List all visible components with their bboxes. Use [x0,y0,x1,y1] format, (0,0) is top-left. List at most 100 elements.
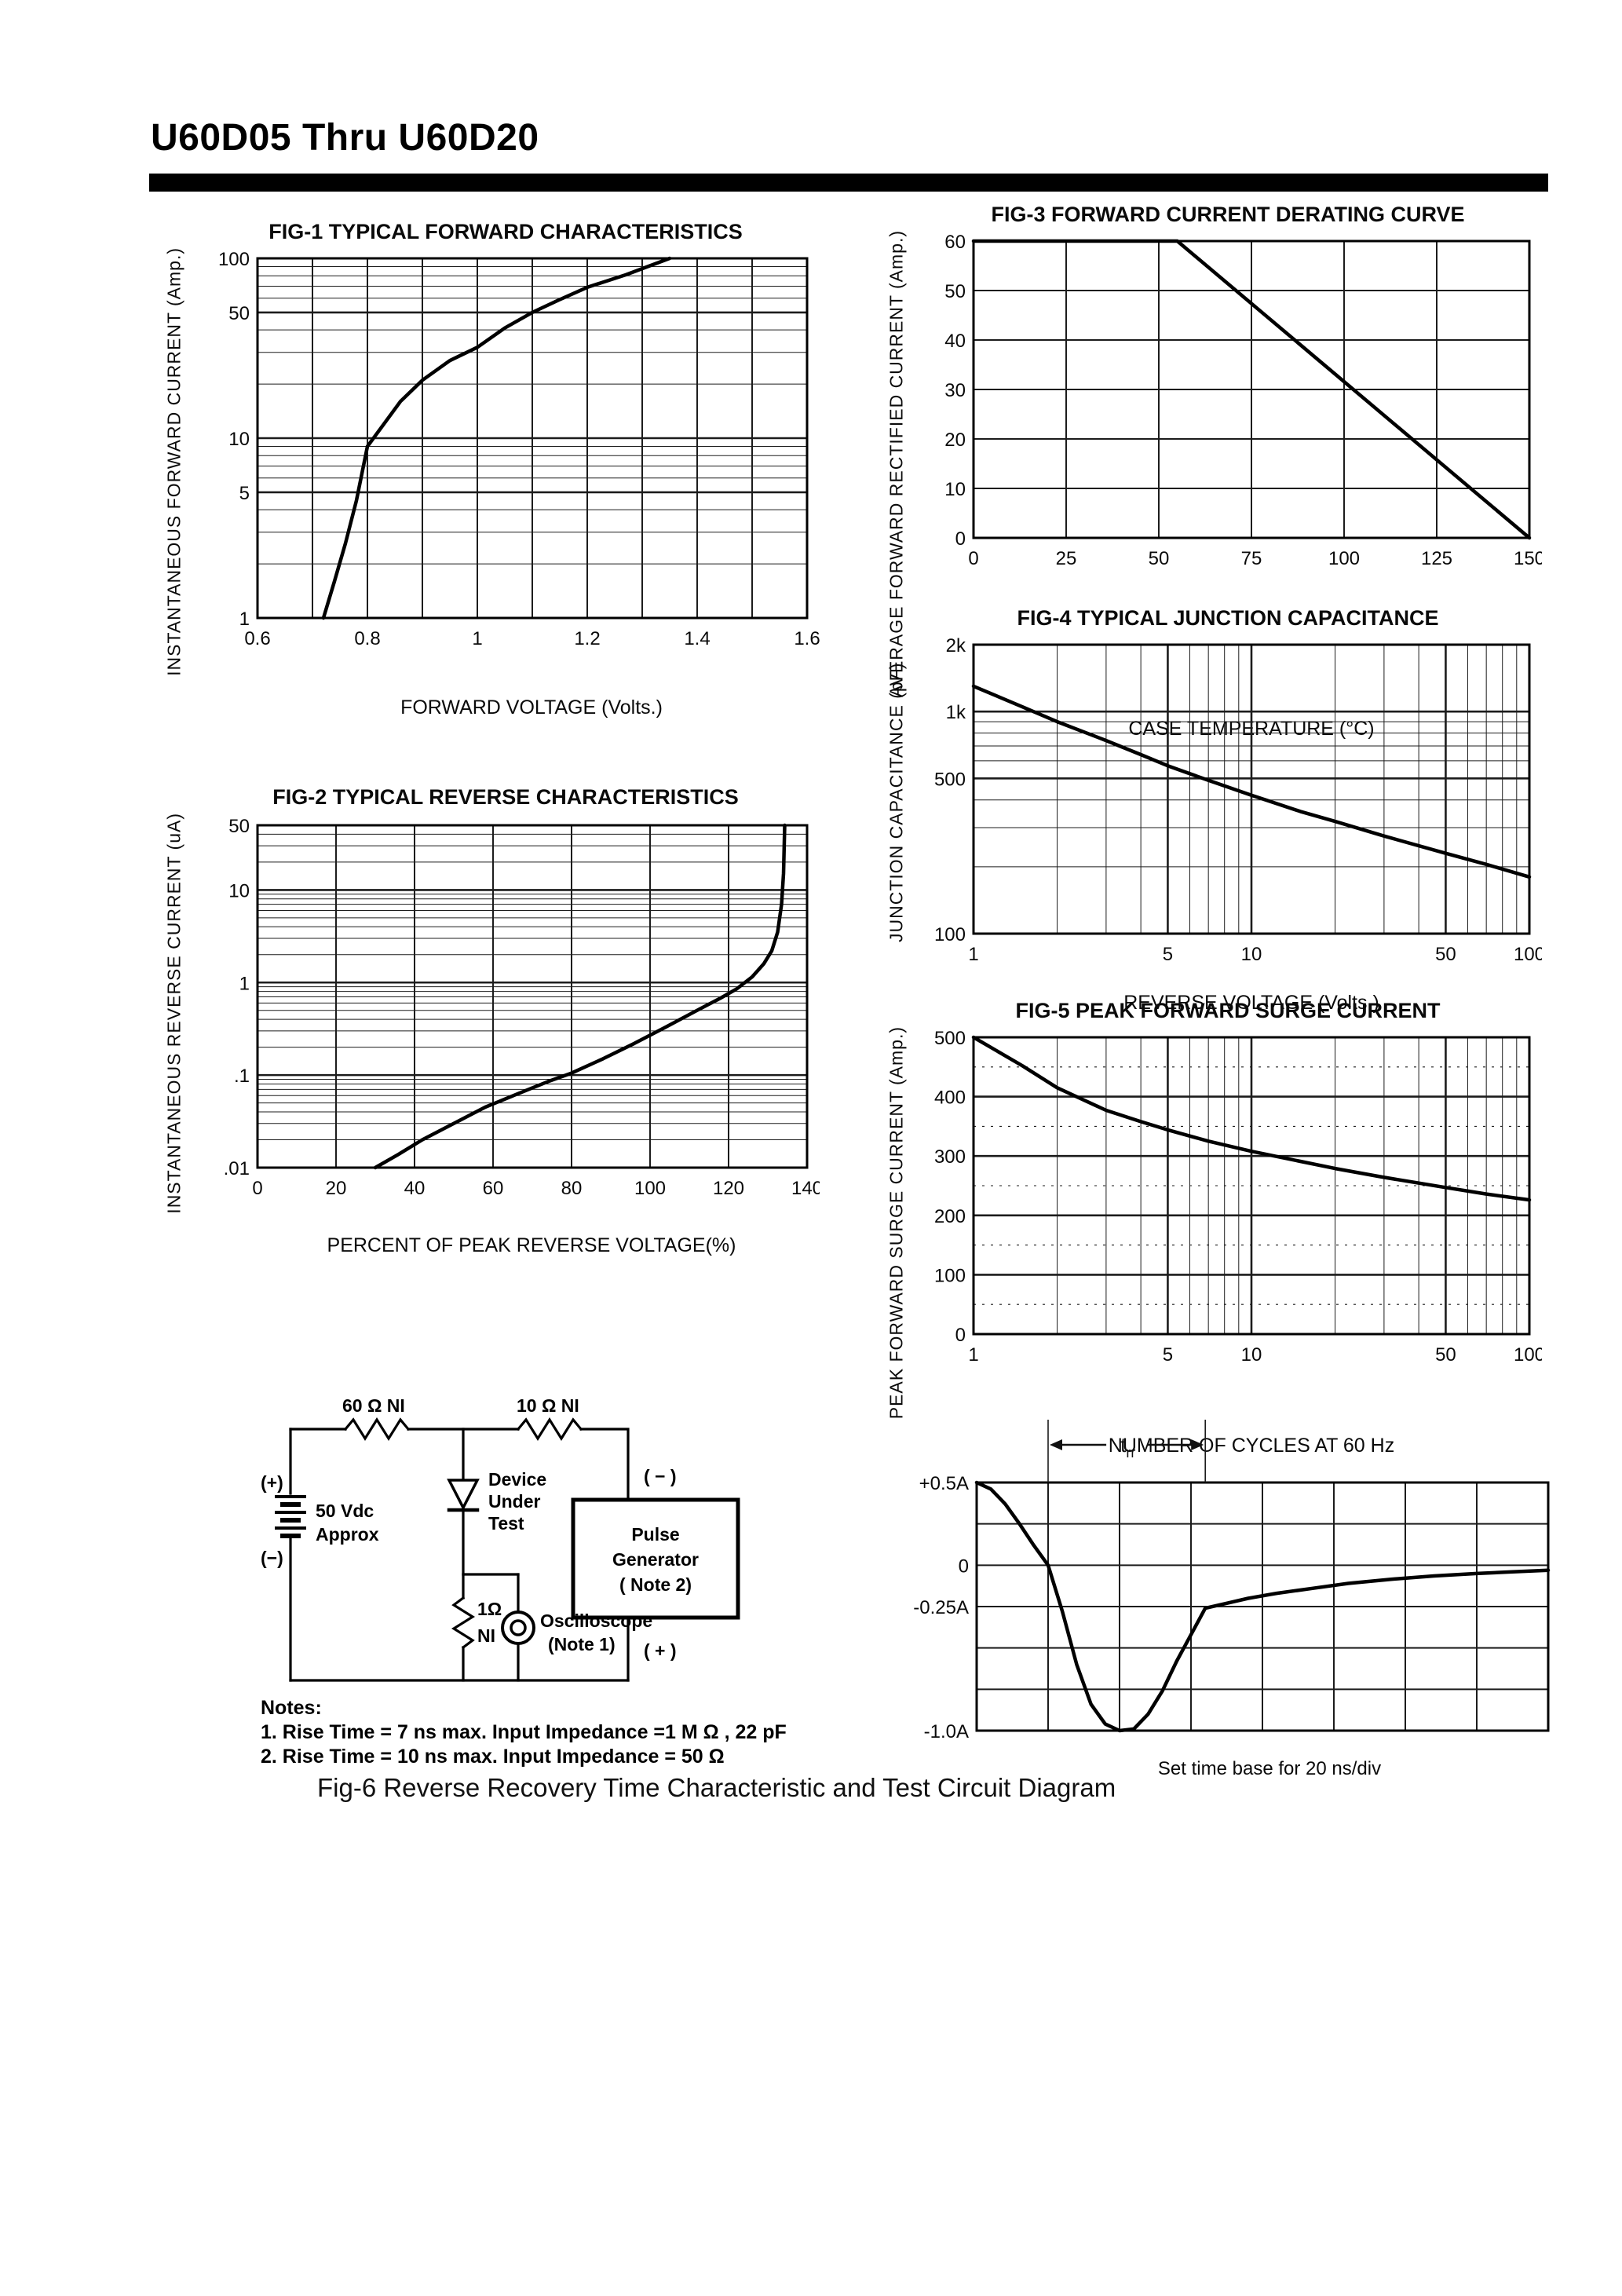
resistor-60ohm-label: 60 Ω NI [342,1398,405,1416]
fig5-y-axis-title: PEAK FORWARD SURGE CURRENT (Amp.) [886,1026,907,1420]
svg-text:50: 50 [228,303,250,324]
svg-text:300: 300 [934,1146,966,1168]
dut-label-1: Device [488,1469,546,1490]
fig4-block: FIG-4 TYPICAL JUNCTION CAPACITANCE JUNCT… [879,606,1543,1015]
fig2-block: FIG-2 TYPICAL REVERSE CHARACTERISTICS IN… [157,785,820,1257]
fig1-title: FIG-1 TYPICAL FORWARD CHARACTERISTICS [269,220,743,243]
svg-text:0: 0 [968,548,978,569]
fig6-caption: Fig-6 Reverse Recovery Time Characterist… [317,1773,1116,1802]
svg-text:+0.5A: +0.5A [919,1473,969,1494]
svg-text:500: 500 [934,769,966,790]
svg-text:75: 75 [1241,548,1262,569]
svg-text:50: 50 [1435,944,1456,965]
oscilloscope-icon [501,1610,535,1645]
svg-text:100: 100 [1514,944,1542,965]
svg-text:10: 10 [1241,944,1262,965]
svg-text:50: 50 [1435,1344,1456,1366]
fig3-title: FIG-3 FORWARD CURRENT DERATING CURVE [991,203,1465,226]
svg-text:1k: 1k [946,702,966,723]
fig2-plot: 0 20 40 60 80 100 120 140 50 10 1 .1 .01 [224,816,820,1199]
fig2-title: FIG-2 TYPICAL REVERSE CHARACTERISTICS [272,785,739,809]
notes-line-1: 1. Rise Time = 7 ns max. Input Impedance… [261,1721,787,1743]
svg-text:50: 50 [1149,548,1170,569]
resistor-1ohm-label-1: 1Ω [477,1599,502,1619]
svg-text:5: 5 [239,483,250,504]
svg-text:100: 100 [634,1178,666,1199]
svg-text:0: 0 [955,528,966,550]
oscilloscope-label-1: Oscilloscope [540,1610,652,1631]
svg-text:150: 150 [1514,548,1542,569]
svg-text:20: 20 [944,430,966,451]
svg-text:5: 5 [1163,944,1173,965]
fig4-y-axis-title: JUNCTION CAPACITANCE (pF) [886,662,907,943]
svg-text:5: 5 [1163,1344,1173,1366]
battery-voltage-label-1: 50 Vdc [316,1501,374,1521]
svg-text:100: 100 [1328,548,1360,569]
svg-text:.1: .1 [234,1066,250,1087]
svg-text:400: 400 [934,1088,966,1109]
svg-text:80: 80 [561,1178,583,1199]
resistor-1ohm-label-2: NI [477,1625,495,1646]
page-title: U60D05 Thru U60D20 [151,117,539,159]
svg-text:100: 100 [934,924,966,945]
svg-text:1: 1 [968,944,978,965]
dut-label-2: Under [488,1491,541,1512]
svg-text:50: 50 [228,816,250,837]
svg-text:40: 40 [404,1178,426,1199]
svg-text:100: 100 [934,1265,966,1286]
svg-text:0.6: 0.6 [244,628,270,649]
fig5-title: FIG-5 PEAK FORWARD SURGE CURRENT [1015,999,1441,1022]
svg-text:25: 25 [1056,548,1077,569]
notes-heading: Notes: [261,1697,322,1719]
svg-text:30: 30 [944,380,966,401]
svg-text:60: 60 [483,1178,504,1199]
svg-text:120: 120 [713,1178,744,1199]
fig4-plot: 1 5 10 50 100 2k 1k 500 100 [934,635,1542,965]
fig4-title: FIG-4 TYPICAL JUNCTION CAPACITANCE [1017,606,1439,630]
svg-text:1: 1 [968,1344,978,1366]
svg-text:-0.25A: -0.25A [913,1597,969,1618]
pulse-generator-label-2: Generator [612,1549,699,1570]
svg-text:500: 500 [934,1028,966,1049]
fig5-plot: 1 5 10 50 100 500 400 300 200 100 0 [934,1028,1542,1366]
svg-text:trr: trr [1120,1433,1135,1461]
svg-text:10: 10 [1241,1344,1262,1366]
svg-text:0: 0 [955,1325,966,1346]
svg-text:60: 60 [944,232,966,253]
fig5-block: FIG-5 PEAK FORWARD SURGE CURRENT PEAK FO… [879,999,1543,1457]
resistor-60ohm [343,1417,411,1442]
test-circuit-diagram: 60 Ω NI 10 Ω NI (+) (−) 50 Vdc Approx De… [261,1398,740,1682]
pulse-generator-plus-label: ( + ) [644,1640,677,1661]
svg-text:1.6: 1.6 [794,628,820,649]
svg-text:125: 125 [1421,548,1452,569]
fig6-timebase-note: Set time base for 20 ns/div [1157,1758,1382,1779]
pulse-generator-box [571,1497,740,1620]
fig4-x-axis-title: REVERSE VOLTAGE (Volts.) [1123,992,1379,1014]
resistor-10ohm-label: 10 Ω NI [517,1398,579,1416]
svg-text:1.4: 1.4 [684,628,710,649]
svg-text:-1.0A: -1.0A [924,1721,969,1742]
svg-text:10: 10 [228,429,250,450]
svg-text:100: 100 [1514,1344,1542,1366]
notes-block: Notes: 1. Rise Time = 7 ns max. Input Im… [261,1696,787,1769]
title-divider-bar [149,174,1548,192]
resistor-10ohm [516,1417,583,1442]
dut-label-3: Test [488,1513,524,1534]
fig6-waveform-plot: +0.5A 0 -0.25A -1.0A trr [913,1420,1551,1742]
pulse-generator-label-1: Pulse [631,1524,679,1545]
svg-text:10: 10 [944,479,966,500]
svg-text:20: 20 [326,1178,347,1199]
battery-plus-label: (+) [261,1472,283,1493]
diode-symbol [447,1479,480,1511]
svg-text:40: 40 [944,331,966,352]
fig5-x-axis-title: NUMBER OF CYCLES AT 60 Hz [1108,1435,1395,1457]
battery-voltage-label-2: Approx [316,1524,379,1545]
svg-text:0: 0 [959,1556,969,1577]
fig1-x-axis-title: FORWARD VOLTAGE (Volts.) [400,696,663,718]
notes-line-2: 2. Rise Time = 10 ns max. Input Impedanc… [261,1746,725,1768]
fig1-plot: 0.6 0.8 1 1.2 1.4 1.6 100 50 10 5 1 [218,249,820,649]
svg-text:140: 140 [791,1178,820,1199]
oscilloscope-icon-inner [510,1619,527,1636]
